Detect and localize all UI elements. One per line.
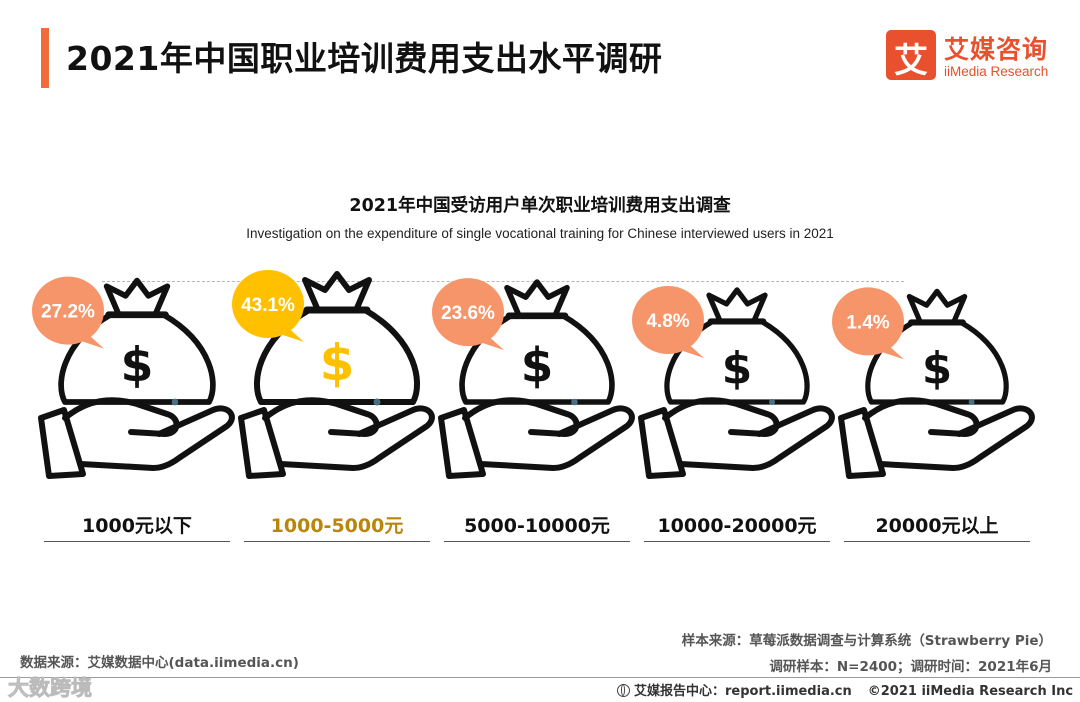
data-source: 数据来源：艾媒数据中心(data.iimedia.cn): [20, 655, 299, 671]
iimedia-logo[interactable]: 艾 艾媒咨询 iiMedia Research: [886, 30, 1066, 84]
category-label-2: 1000-5000元: [270, 515, 404, 537]
category-label-3: 5000-10000元: [464, 515, 610, 537]
logo-mark: 艾: [886, 30, 936, 81]
title-accent-bar: [41, 28, 49, 88]
percent-bubble-5: 1.4%: [832, 287, 904, 360]
percent-bubble-1: 27.2%: [32, 276, 104, 349]
watermark: 大数跨境: [8, 676, 93, 701]
category-label-1: 1000元以下: [82, 515, 192, 537]
footer-divider: [0, 677, 1080, 678]
percent-label-3: 23.6%: [441, 303, 495, 324]
money-bag-icon-5: $1.4%: [832, 287, 1035, 479]
hand-icon-1: [38, 397, 235, 479]
dollar-sign-icon-3: $: [521, 339, 554, 393]
hand-icon-2: [238, 397, 435, 479]
money-sack-1: $: [58, 277, 216, 406]
globe-icon: [617, 684, 630, 697]
logo-mark-char: 艾: [894, 41, 928, 81]
hand-icon-3: [438, 397, 635, 479]
percent-label-2: 43.1%: [241, 295, 295, 316]
logo-english-name: iiMedia Research: [944, 64, 1049, 79]
money-bag-icon-2: $43.1%: [232, 270, 435, 479]
sample-info: 调研样本：N=2400；调研时间：2021年6月: [769, 659, 1052, 675]
chart-subtitle: Investigation on the expenditure of sing…: [246, 226, 834, 241]
chart-divider: [102, 281, 904, 282]
category-underline-4: [644, 541, 830, 542]
percent-label-1: 27.2%: [41, 302, 95, 323]
copyright: ©2021 iiMedia Research Inc: [867, 684, 1074, 699]
money-bag-icon-4: $4.8%: [632, 285, 835, 479]
page-title: 2021年中国职业培训费用支出水平调研: [66, 39, 663, 78]
hand-icon-4: [638, 397, 835, 479]
category-label-5: 20000元以上: [875, 515, 999, 537]
category-underline-2: [244, 541, 430, 542]
percent-bubble-2: 43.1%: [232, 270, 304, 342]
money-sack-3: $: [459, 279, 615, 406]
money-bag-icon-1: $27.2%: [32, 276, 235, 479]
category-label-4: 10000-20000元: [657, 515, 817, 537]
money-sack-5: $: [865, 288, 1009, 406]
sample-source: 样本来源：草莓派数据调查与计算系统（Strawberry Pie）: [681, 633, 1052, 649]
logo-chinese-name: 艾媒咨询: [944, 35, 1049, 64]
chart-title: 2021年中国受访用户单次职业培训费用支出调查: [349, 196, 731, 216]
money-sack-2: $: [253, 271, 421, 406]
hand-icon-5: [838, 397, 1035, 479]
category-underline-1: [44, 541, 230, 542]
percent-label-5: 1.4%: [846, 312, 889, 333]
money-bag-icon-3: $23.6%: [432, 278, 635, 479]
percent-bubble-3: 23.6%: [432, 278, 504, 351]
dollar-sign-icon-1: $: [121, 338, 154, 393]
report-center-link[interactable]: 艾媒报告中心：report.iimedia.cn: [634, 684, 852, 699]
percent-bubble-4: 4.8%: [632, 285, 704, 358]
dollar-sign-icon-5: $: [922, 344, 952, 394]
footer-report-center[interactable]: 艾媒报告中心：report.iimedia.cn ©2021 iiMedia Re…: [617, 680, 1073, 699]
category-underline-5: [844, 541, 1030, 542]
dollar-sign-icon-4: $: [722, 343, 752, 394]
percent-label-4: 4.8%: [646, 311, 689, 332]
category-underline-3: [444, 541, 630, 542]
dollar-sign-icon-2: $: [320, 334, 355, 392]
